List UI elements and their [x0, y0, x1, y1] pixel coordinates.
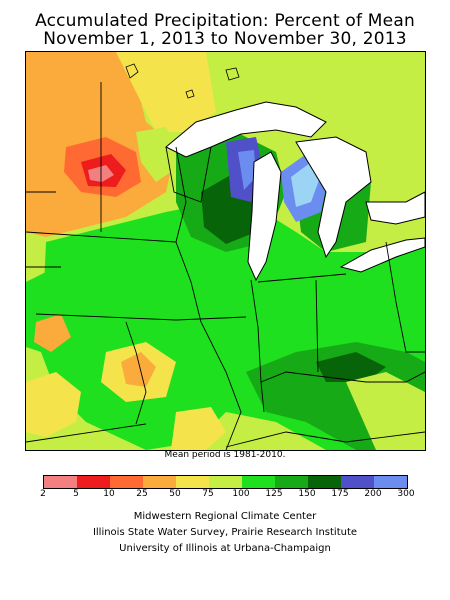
legend-swatch — [44, 476, 77, 488]
legend-swatch — [143, 476, 176, 488]
legend-tick-label: 100 — [232, 489, 250, 499]
precip-zone-orange-west — [34, 314, 71, 352]
map-title-line1: Accumulated Precipitation: Percent of Me… — [35, 11, 415, 31]
legend-swatch — [176, 476, 209, 488]
state-borders — [26, 82, 425, 450]
legend-swatch — [110, 476, 143, 488]
legend-swatch — [242, 476, 275, 488]
credit-line-3: University of Illinois at Urbana-Champai… — [119, 543, 331, 554]
legend-swatch — [308, 476, 341, 488]
legend-tick-label: 175 — [331, 489, 349, 499]
credit-line-2: Illinois State Water Survey, Prairie Res… — [92, 527, 358, 538]
precip-zone-east-yellow — [346, 372, 425, 450]
precip-zone-lightblue-east-wi — [238, 150, 256, 190]
legend-tick-label: 200 — [364, 489, 382, 499]
legend-swatch — [77, 476, 110, 488]
map-title-line2: November 1, 2013 to November 30, 2013 — [43, 29, 407, 49]
island-outlines — [125, 63, 240, 99]
lake-huron — [295, 136, 372, 259]
lake-ontario-area — [365, 191, 425, 225]
legend-tick-label: 125 — [265, 489, 283, 499]
legend-tick-label: 150 — [298, 489, 316, 499]
precip-zone-east-darkest — [316, 352, 386, 382]
precip-legend-ticks: 2 5 10 25 50 75 100 125 150 175 200 300 — [40, 489, 414, 501]
legend-tick-label: 2 — [40, 489, 46, 499]
mean-period-note: Mean period is 1981-2010. — [164, 450, 286, 460]
lake-michigan — [247, 151, 282, 282]
precip-zone-yellow-south — [171, 407, 226, 450]
legend-swatch — [275, 476, 308, 488]
legend-tick-label: 10 — [103, 489, 115, 499]
legend-swatch — [209, 476, 242, 488]
legend-tick-label: 25 — [136, 489, 148, 499]
lake-erie — [339, 237, 425, 273]
precip-zone-north-green — [136, 127, 176, 182]
legend-swatch — [341, 476, 374, 488]
credit-line-1: Midwestern Regional Climate Center — [133, 511, 317, 522]
lake-superior — [165, 101, 327, 158]
precip-zone-yellow-west — [26, 372, 81, 437]
precipitation-map — [25, 51, 426, 451]
legend-tick-label: 50 — [169, 489, 181, 499]
precip-legend-bar — [43, 475, 408, 489]
legend-tick-label: 5 — [73, 489, 79, 499]
legend-tick-label: 300 — [397, 489, 415, 499]
precip-zone-north-yellow — [116, 52, 216, 132]
precip-zone-orange-central — [121, 352, 156, 387]
legend-swatch — [374, 476, 407, 488]
legend-tick-label: 75 — [202, 489, 214, 499]
